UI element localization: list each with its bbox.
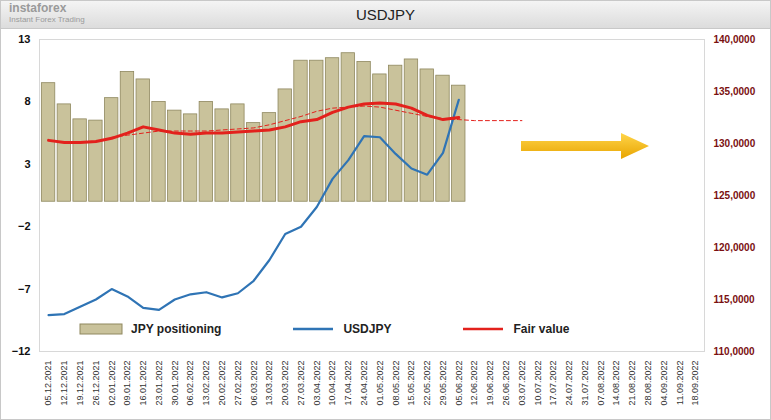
svg-text:29.05.2022: 29.05.2022 (438, 361, 448, 406)
svg-text:10.07.2022: 10.07.2022 (533, 361, 543, 406)
html-text:JPY positioning: JPY positioning (131, 322, 222, 336)
svg-text:05.06.2022: 05.06.2022 (454, 361, 464, 406)
svg-text:05.12.2021: 05.12.2021 (43, 361, 53, 406)
svg-text:24.07.2022: 24.07.2022 (564, 361, 574, 406)
svg-text:19.12.2021: 19.12.2021 (75, 361, 85, 406)
svg-text:09.01.2022: 09.01.2022 (122, 361, 132, 406)
svg-text:21.08.2022: 21.08.2022 (627, 361, 637, 406)
svg-text:24.04.2022: 24.04.2022 (359, 361, 369, 406)
svg-text:17.07.2022: 17.07.2022 (548, 361, 558, 406)
svg-text:12.06.2022: 12.06.2022 (469, 361, 479, 406)
svg-text:14.08.2022: 14.08.2022 (611, 361, 621, 406)
svg-text:03.07.2022: 03.07.2022 (517, 361, 527, 406)
svg-text:13.02.2022: 13.02.2022 (201, 361, 211, 406)
svg-text:18.09.2022: 18.09.2022 (690, 361, 700, 406)
svg-text:15.05.2022: 15.05.2022 (406, 361, 416, 406)
svg-text:−12: −12 (12, 345, 31, 357)
svg-text:140,0000: 140,0000 (714, 34, 756, 45)
svg-text:11.09.2022: 11.09.2022 (675, 361, 685, 405)
svg-text:16.01.2022: 16.01.2022 (138, 361, 148, 406)
svg-text:28.08.2022: 28.08.2022 (643, 361, 653, 406)
svg-text:13.03.2022: 13.03.2022 (264, 361, 274, 406)
svg-text:02.01.2022: 02.01.2022 (107, 361, 117, 406)
svg-text:8: 8 (24, 95, 30, 107)
svg-text:115,0000: 115,0000 (714, 294, 756, 305)
svg-text:13: 13 (18, 33, 30, 45)
svg-text:04.09.2022: 04.09.2022 (659, 361, 669, 406)
svg-text:31.07.2022: 31.07.2022 (580, 361, 590, 406)
svg-text:23.01.2022: 23.01.2022 (154, 361, 164, 406)
svg-text:3: 3 (24, 158, 30, 170)
svg-text:08.05.2022: 08.05.2022 (391, 361, 401, 406)
html-text:USDJPY: USDJPY (355, 6, 416, 23)
svg-text:27.02.2022: 27.02.2022 (233, 361, 243, 406)
svg-text:20.03.2022: 20.03.2022 (280, 361, 290, 406)
svg-text:22.05.2022: 22.05.2022 (422, 361, 432, 406)
svg-text:06.03.2022: 06.03.2022 (249, 361, 259, 406)
html-text:instaforex: instaforex (9, 1, 67, 15)
svg-text:26.12.2021: 26.12.2021 (91, 361, 101, 406)
svg-text:06.02.2022: 06.02.2022 (185, 361, 195, 406)
svg-text:30.01.2022: 30.01.2022 (170, 361, 180, 406)
svg-text:01.05.2022: 01.05.2022 (375, 361, 385, 406)
html-text:USDJPY: USDJPY (343, 322, 392, 336)
svg-text:10.04.2022: 10.04.2022 (327, 361, 337, 406)
svg-text:12.12.2021: 12.12.2021 (59, 361, 69, 406)
svg-text:03.04.2022: 03.04.2022 (312, 361, 322, 406)
svg-text:−2: −2 (18, 220, 31, 232)
html-text:Fair value: Fair value (513, 322, 570, 336)
svg-text:19.06.2022: 19.06.2022 (485, 361, 495, 406)
svg-text:110,0000: 110,0000 (714, 346, 756, 357)
svg-text:125,0000: 125,0000 (714, 190, 756, 201)
svg-text:27.03.2022: 27.03.2022 (296, 361, 306, 406)
svg-text:17.04.2022: 17.04.2022 (343, 361, 353, 406)
svg-text:20.02.2022: 20.02.2022 (217, 361, 227, 406)
svg-text:130,0000: 130,0000 (714, 138, 756, 149)
svg-text:−7: −7 (18, 283, 31, 295)
svg-text:26.06.2022: 26.06.2022 (501, 361, 511, 406)
svg-text:135,0000: 135,0000 (714, 86, 756, 97)
svg-text:07.08.2022: 07.08.2022 (596, 361, 606, 406)
svg-text:120,0000: 120,0000 (714, 242, 756, 253)
html-text:Instant Forex Trading: Instant Forex Trading (9, 15, 85, 24)
